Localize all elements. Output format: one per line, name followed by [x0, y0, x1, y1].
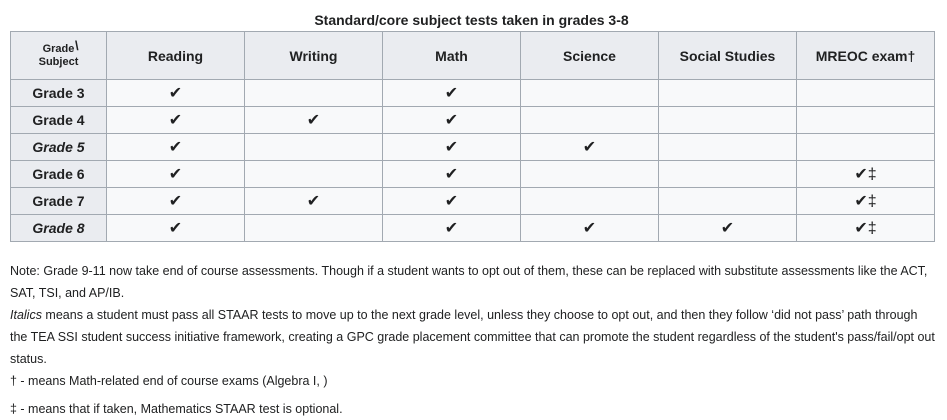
- table-cell: [520, 187, 659, 215]
- table-cell: ✔: [106, 106, 245, 134]
- table-cell: ✔: [382, 214, 521, 242]
- table-cell: [244, 79, 383, 107]
- column-header-social-studies: Social Studies: [658, 31, 797, 80]
- table-cell: [658, 187, 797, 215]
- table-cell: ✔: [106, 187, 245, 215]
- note-grade-9-11: Note: Grade 9-11 now take end of course …: [10, 264, 928, 300]
- table-cell: [796, 106, 935, 134]
- row-header-grade-6: Grade 6: [10, 160, 107, 188]
- table-cell: [658, 133, 797, 161]
- table-row: Grade 6 ✔ ✔ ✔‡: [10, 160, 935, 188]
- table-row: Grade 7 ✔ ✔ ✔ ✔‡: [10, 187, 935, 215]
- table-cell: [520, 106, 659, 134]
- column-header-science: Science: [520, 31, 659, 80]
- table-cell: [244, 160, 383, 188]
- table-cell: ✔: [244, 187, 383, 215]
- table-cell: ✔: [382, 187, 521, 215]
- table-cell: [244, 133, 383, 161]
- table-row: Grade 5 ✔ ✔ ✔: [10, 133, 935, 161]
- table-row: Grade 3 ✔ ✔: [10, 79, 935, 107]
- column-header-writing: Writing: [244, 31, 383, 80]
- table-cell: [658, 106, 797, 134]
- row-header-grade-7: Grade 7: [10, 187, 107, 215]
- corner-header: Grade \ Subject: [10, 31, 107, 80]
- note-dagger: † - means Math-related end of course exa…: [10, 374, 328, 388]
- footnotes: Note: Grade 9-11 now take end of course …: [10, 260, 935, 420]
- table-cell: ✔: [244, 106, 383, 134]
- table-cell: ✔: [382, 106, 521, 134]
- table-cell: ✔: [106, 160, 245, 188]
- table-cell: [658, 160, 797, 188]
- table-cell: ✔: [106, 214, 245, 242]
- corner-subject-label: Subject: [38, 55, 79, 68]
- table-cell: [796, 133, 935, 161]
- row-header-grade-4: Grade 4: [10, 106, 107, 134]
- corner-slash: \: [75, 37, 79, 53]
- grade-tests-table: Grade \ Subject Reading Writing Math Sci…: [10, 31, 935, 242]
- table-cell: ✔: [382, 160, 521, 188]
- table-cell: ✔‡: [796, 214, 935, 242]
- table-cell: [244, 214, 383, 242]
- table-row: Grade 4 ✔ ✔ ✔: [10, 106, 935, 134]
- table-cell: ✔‡: [796, 160, 935, 188]
- italics-word: Italics: [10, 308, 42, 322]
- column-header-mreoc-exam: MREOC exam†: [796, 31, 935, 80]
- italics-explanation: means a student must pass all STAAR test…: [10, 308, 935, 366]
- table-caption: Standard/core subject tests taken in gra…: [314, 12, 629, 28]
- row-header-grade-8: Grade 8: [10, 214, 107, 242]
- header-row: Grade \ Subject Reading Writing Math Sci…: [10, 31, 935, 80]
- table-row: Grade 8 ✔ ✔ ✔ ✔ ✔‡: [10, 214, 935, 242]
- note-double-dagger: ‡ - means that if taken, Mathematics STA…: [10, 402, 343, 416]
- table-cell: [658, 79, 797, 107]
- corner-grade-label: Grade: [42, 42, 75, 55]
- table-cell: ✔: [520, 214, 659, 242]
- table-cell: ✔: [382, 133, 521, 161]
- table-cell: ✔: [520, 133, 659, 161]
- column-header-reading: Reading: [106, 31, 245, 80]
- table-cell: [796, 79, 935, 107]
- table-cell: ✔: [106, 133, 245, 161]
- note-italics: Italics means a student must pass all ST…: [10, 304, 935, 370]
- table-cell: ✔: [106, 79, 245, 107]
- column-header-math: Math: [382, 31, 521, 80]
- row-header-grade-5: Grade 5: [10, 133, 107, 161]
- table-cell: [520, 79, 659, 107]
- table-cell: ✔‡: [796, 187, 935, 215]
- table-cell: ✔: [382, 79, 521, 107]
- row-header-grade-3: Grade 3: [10, 79, 107, 107]
- table-cell: [520, 160, 659, 188]
- table-cell: ✔: [658, 214, 797, 242]
